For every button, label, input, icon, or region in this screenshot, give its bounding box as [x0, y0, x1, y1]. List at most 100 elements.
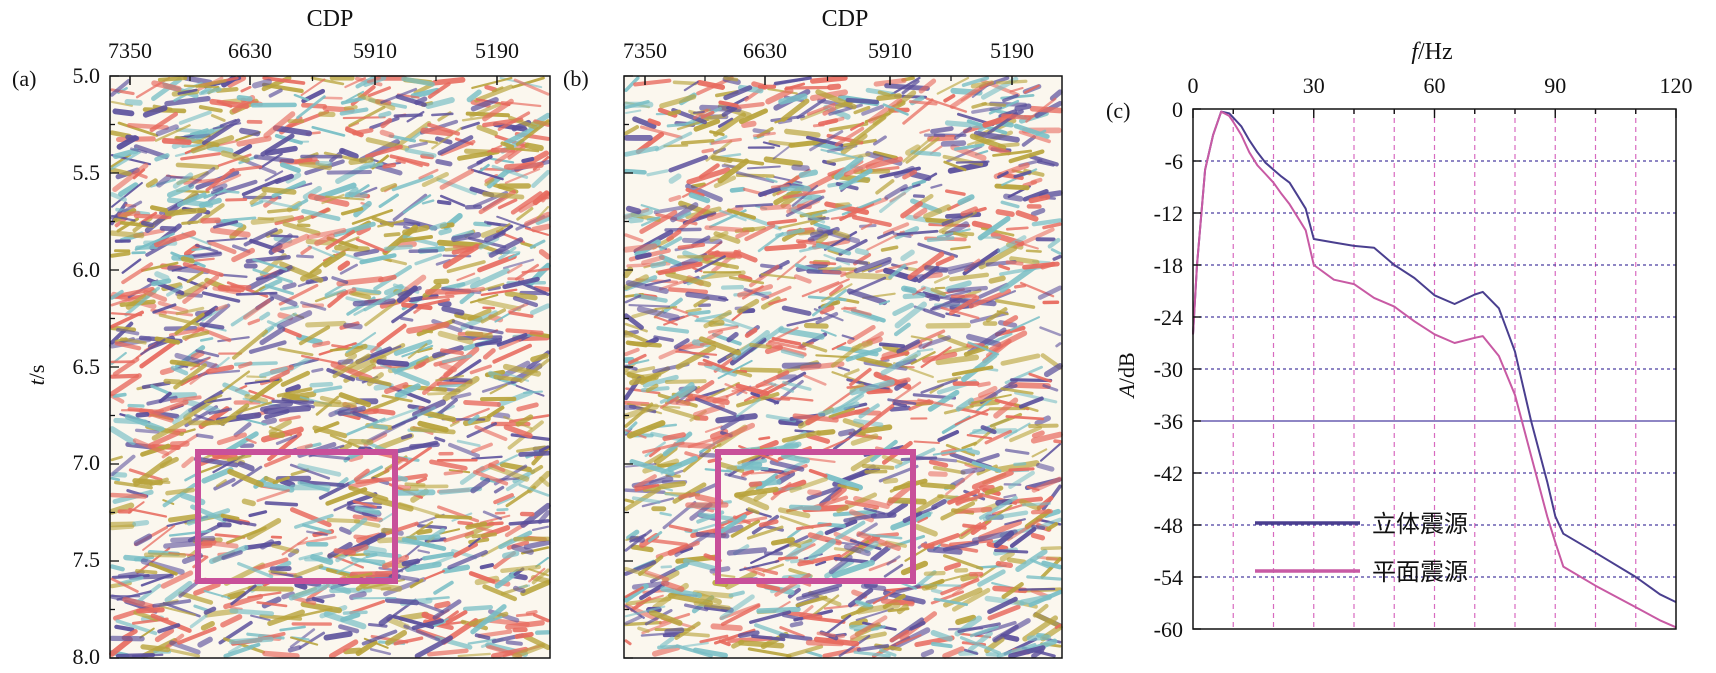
- seismic-stroke: [826, 152, 871, 164]
- seismic-stroke: [662, 297, 683, 314]
- seismic-stroke: [1003, 422, 1031, 439]
- seismic-stroke: [258, 311, 271, 321]
- seismic-stroke: [127, 501, 145, 514]
- seismic-stroke: [471, 455, 503, 460]
- seismic-stroke: [683, 558, 721, 573]
- seismic-stroke: [828, 554, 853, 575]
- seismic-stroke: [784, 82, 806, 91]
- seismic-stroke: [943, 160, 967, 172]
- seismic-stroke: [1055, 342, 1062, 348]
- seismic-stroke: [624, 76, 640, 92]
- seismic-stroke: [177, 88, 198, 95]
- seismic-stroke: [476, 155, 493, 165]
- seismic-stroke: [133, 533, 153, 547]
- seismic-stroke: [1046, 522, 1059, 531]
- seismic-stroke: [182, 274, 220, 304]
- seismic-stroke: [953, 506, 993, 515]
- seismic-stroke: [530, 464, 544, 475]
- seismic-stroke: [1005, 226, 1029, 231]
- seismic-stroke: [433, 580, 454, 595]
- seismic-stroke: [434, 436, 446, 443]
- seismic-stroke: [394, 383, 421, 399]
- seismic-stroke: [383, 232, 401, 238]
- legend-label-plane: 平面震源: [1372, 558, 1468, 586]
- seismic-stroke: [135, 411, 150, 418]
- seismic-stroke: [287, 645, 302, 653]
- seismic-stroke: [709, 130, 725, 137]
- seismic-stroke: [367, 622, 388, 628]
- seismic-stroke: [394, 475, 408, 482]
- seismic-stroke: [203, 394, 223, 404]
- seismic-stroke: [480, 308, 507, 324]
- seismic-stroke: [200, 217, 221, 224]
- seismic-stroke: [1009, 256, 1040, 265]
- y-tick-label-3: -18: [1154, 253, 1183, 278]
- seismic-stroke: [380, 406, 423, 423]
- seismic-stroke: [853, 105, 871, 115]
- seismic-stroke: [508, 519, 550, 526]
- seismic-stroke: [922, 291, 940, 298]
- seismic-stroke: [289, 463, 331, 480]
- seismic-stroke: [685, 187, 705, 198]
- seismic-stroke: [976, 453, 1000, 464]
- panel-b-x-tick-2: 5910: [868, 38, 912, 63]
- seismic-stroke: [135, 569, 158, 575]
- seismic-stroke: [798, 559, 814, 565]
- seismic-stroke: [994, 183, 1030, 191]
- seismic-stroke: [624, 498, 635, 504]
- seismic-stroke: [402, 224, 430, 236]
- seismic-stroke: [687, 393, 730, 406]
- seismic-stroke: [372, 423, 388, 430]
- seismic-stroke: [1030, 431, 1063, 444]
- panel-a-seismic-section: [109, 75, 551, 659]
- seismic-stroke: [624, 605, 666, 618]
- seismic-stroke: [172, 172, 194, 189]
- seismic-stroke: [422, 551, 455, 561]
- seismic-stroke: [998, 264, 1011, 271]
- seismic-stroke: [663, 492, 681, 498]
- seismic-stroke: [967, 630, 993, 652]
- seismic-stroke: [154, 271, 170, 281]
- panel-a-x-tick-0: 7350: [108, 38, 152, 63]
- seismic-stroke: [765, 177, 778, 183]
- seismic-stroke: [721, 105, 738, 117]
- seismic-stroke: [109, 373, 140, 379]
- seismic-stroke: [977, 381, 991, 388]
- seismic-stroke: [202, 118, 241, 145]
- seismic-stroke: [816, 631, 836, 638]
- seismic-stroke: [300, 78, 326, 97]
- seismic-stroke: [670, 202, 699, 223]
- seismic-stroke: [250, 614, 271, 622]
- seismic-stroke: [150, 384, 172, 396]
- seismic-stroke: [447, 549, 488, 570]
- seismic-stroke: [352, 411, 379, 423]
- seismic-stroke: [436, 177, 478, 196]
- seismic-stroke: [379, 129, 395, 138]
- seismic-stroke: [298, 631, 326, 650]
- seismic-stroke: [530, 352, 549, 363]
- seismic-stroke: [1008, 467, 1035, 472]
- seismic-stroke: [139, 339, 178, 369]
- seismic-stroke: [905, 137, 940, 164]
- seismic-stroke: [178, 591, 214, 605]
- seismic-stroke: [332, 353, 371, 379]
- seismic-stroke: [798, 169, 819, 178]
- seismic-stroke: [763, 156, 803, 167]
- seismic-stroke: [623, 145, 660, 157]
- seismic-stroke: [253, 154, 295, 164]
- seismic-stroke: [758, 436, 771, 441]
- seismic-stroke: [805, 639, 845, 647]
- seismic-stroke: [470, 267, 510, 290]
- seismic-stroke: [298, 325, 331, 346]
- seismic-stroke: [992, 149, 1033, 157]
- seismic-stroke: [457, 652, 491, 658]
- seismic-stroke: [305, 593, 336, 602]
- seismic-stroke: [532, 190, 550, 206]
- seismic-stroke: [110, 455, 123, 462]
- seismic-stroke: [764, 344, 784, 355]
- seismic-stroke: [810, 75, 848, 84]
- seismic-stroke: [518, 450, 551, 457]
- seismic-stroke: [521, 156, 535, 164]
- seismic-stroke: [118, 575, 144, 586]
- seismic-stroke: [1050, 248, 1062, 255]
